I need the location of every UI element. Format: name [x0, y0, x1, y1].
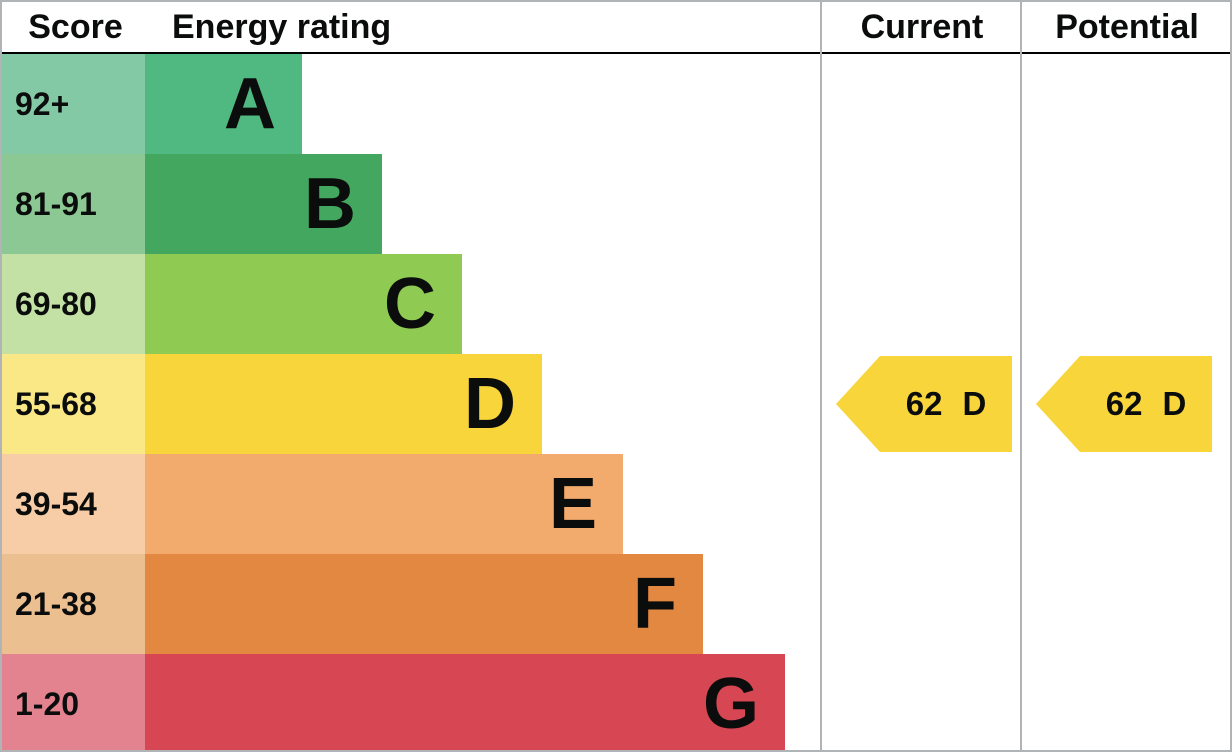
band-score-range: 81-91 [2, 154, 145, 254]
left-pointer-arrow-icon [836, 356, 1012, 452]
band-score-range: 69-80 [2, 254, 145, 354]
band-score-range: 92+ [2, 54, 145, 154]
left-pointer-arrow-icon [1036, 356, 1212, 452]
band-letter: A [224, 64, 276, 144]
band-letter: F [633, 564, 677, 644]
band-bar: A [145, 54, 302, 154]
header-potential: Potential [1055, 8, 1199, 46]
band-score-range: 55-68 [2, 354, 145, 454]
header-current: Current [860, 8, 984, 46]
band-bar: F [145, 554, 703, 654]
header-underline [2, 52, 1230, 54]
band-letter: G [702, 664, 759, 744]
rating-bands: 92+ A 81-91 B 69-80 C 55-68 D 39-54 [2, 54, 820, 750]
band-row-d: 55-68 D [2, 354, 820, 454]
band-score-range: 21-38 [2, 554, 145, 654]
potential-rating-letter: D [1162, 385, 1187, 422]
band-letter: B [304, 164, 356, 244]
potential-rating-arrow: 62 D [1036, 356, 1212, 452]
current-rating-letter: D [962, 385, 987, 422]
band-letter: E [548, 464, 597, 544]
current-rating-arrow: 62 D [836, 356, 1012, 452]
band-letter: C [384, 264, 436, 344]
band-row-g: 1-20 G [2, 654, 820, 750]
potential-column-divider [1020, 2, 1022, 750]
band-row-c: 69-80 C [2, 254, 820, 354]
band-bar: D [145, 354, 542, 454]
band-row-f: 21-38 F [2, 554, 820, 654]
header-score: Score [28, 8, 123, 46]
arrow-shape [836, 356, 1012, 452]
band-bar: C [145, 254, 462, 354]
band-row-b: 81-91 B [2, 154, 820, 254]
band-bar: B [145, 154, 382, 254]
current-rating-value: 62 [905, 385, 943, 422]
potential-rating-text: 62 D [1080, 356, 1212, 452]
potential-rating-value: 62 [1105, 385, 1143, 422]
band-letter: D [464, 364, 516, 444]
current-column-divider [820, 2, 822, 750]
band-score-range: 39-54 [2, 454, 145, 554]
band-row-a: 92+ A [2, 54, 820, 154]
arrow-shape [1036, 356, 1212, 452]
band-row-e: 39-54 E [2, 454, 820, 554]
header-energy-rating: Energy rating [172, 8, 392, 46]
band-bar: G [145, 654, 785, 750]
band-score-range: 1-20 [2, 654, 145, 750]
current-rating-text: 62 D [880, 356, 1012, 452]
band-bar: E [145, 454, 623, 554]
